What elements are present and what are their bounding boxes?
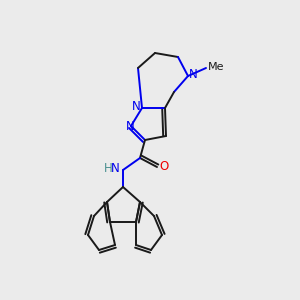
Text: N: N xyxy=(132,100,140,113)
Text: O: O xyxy=(159,160,169,173)
Text: N: N xyxy=(189,68,197,82)
Text: N: N xyxy=(126,119,134,133)
Text: Me: Me xyxy=(208,62,224,72)
Text: N: N xyxy=(111,163,119,176)
Text: H: H xyxy=(103,163,112,176)
